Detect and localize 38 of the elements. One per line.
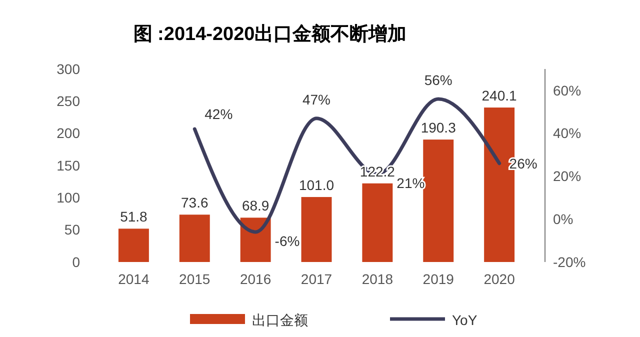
y2-tick-label: 40%	[553, 125, 582, 142]
legend-label: YoY	[452, 312, 478, 328]
y-tick-label: 0	[72, 254, 80, 270]
data-label: 42%	[204, 106, 233, 122]
data-label: 56%	[424, 72, 452, 88]
legend-label: 出口金额	[252, 312, 308, 328]
data-label: -6%	[274, 232, 300, 249]
x-tick-label: 2016	[240, 271, 272, 287]
data-label: 68.9	[242, 198, 270, 214]
bar	[362, 183, 393, 262]
x-tick-label: 2015	[179, 271, 210, 287]
y-tick-label: 100	[56, 190, 80, 206]
data-label: 47%	[302, 91, 331, 108]
bar	[179, 214, 210, 262]
data-label: 51.8	[120, 208, 148, 225]
y2-tick-label: 0%	[553, 211, 574, 228]
y2-tick-label: 20%	[553, 168, 582, 184]
bar	[301, 197, 332, 262]
x-tick-label: 2017	[300, 271, 332, 287]
bar	[423, 140, 454, 262]
data-label: 101.0	[298, 177, 334, 194]
y-tick-label: 150	[56, 157, 80, 174]
y-tick-label: 200	[56, 125, 80, 142]
y-tick-label: 50	[64, 222, 80, 238]
x-tick-label: 2019	[422, 271, 454, 287]
y2-tick-label: 60%	[553, 82, 582, 98]
data-label: 240.1	[482, 88, 518, 104]
data-label: 190.3	[420, 120, 456, 136]
y2-tick-label: -20%	[553, 254, 586, 270]
data-label: 73.6	[181, 194, 208, 211]
bar	[240, 218, 271, 262]
x-tick-label: 2020	[484, 271, 516, 287]
x-tick-label: 2018	[362, 271, 394, 287]
bar	[118, 228, 149, 262]
x-tick-label: 2014	[118, 271, 150, 287]
chart-title: 图 :2014-2020出口金额不断增加	[133, 23, 407, 45]
y-tick-label: 250	[56, 93, 80, 110]
y-tick-label: 300	[56, 60, 80, 77]
